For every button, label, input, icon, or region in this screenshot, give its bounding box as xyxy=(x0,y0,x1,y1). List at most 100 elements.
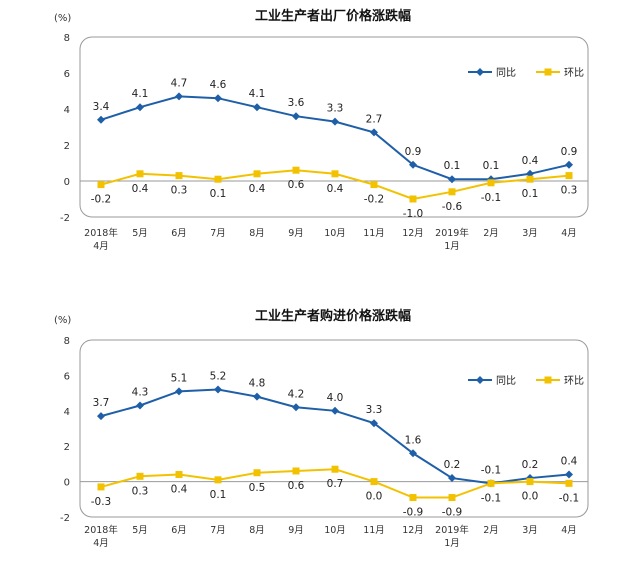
data-label: 4.7 xyxy=(171,77,188,89)
x-tick-label-line2: 1月 xyxy=(444,241,460,252)
data-label: 0.7 xyxy=(327,478,344,490)
y-tick-label: 2 xyxy=(64,442,70,453)
data-label: 0.9 xyxy=(405,146,422,158)
chart-title: 工业生产者购进价格涨跌幅 xyxy=(255,308,411,324)
data-point-diamond xyxy=(97,412,105,421)
data-label: 5.2 xyxy=(210,371,227,383)
data-point-square xyxy=(331,170,339,178)
data-point-square xyxy=(370,478,378,486)
data-point-diamond xyxy=(175,387,183,396)
x-tick-label: 2019年 xyxy=(435,227,469,239)
data-label: 1.6 xyxy=(405,434,422,446)
data-label: 3.6 xyxy=(288,97,305,109)
data-label: 5.1 xyxy=(171,372,188,384)
data-label: 4.1 xyxy=(132,88,149,100)
legend-marker xyxy=(476,68,484,76)
legend-label: 同比 xyxy=(496,67,516,79)
data-label: 0.2 xyxy=(522,459,539,471)
data-point-diamond xyxy=(448,474,456,483)
x-tick-label: 2月 xyxy=(483,525,499,536)
data-point-diamond xyxy=(136,401,144,410)
data-label: 0.1 xyxy=(483,160,500,172)
y-unit-label: (%) xyxy=(54,13,71,24)
x-tick-label: 4月 xyxy=(561,228,577,239)
data-point-square xyxy=(370,181,378,189)
data-point-diamond xyxy=(370,419,378,428)
legend-marker xyxy=(544,68,552,76)
data-label: 0.4 xyxy=(522,155,539,167)
data-label: 3.3 xyxy=(327,103,344,115)
x-tick-label-line2: 4月 xyxy=(93,241,109,252)
x-tick-label: 10月 xyxy=(324,525,346,536)
data-label: -0.1 xyxy=(481,192,502,204)
data-point-square xyxy=(526,478,534,486)
data-label: 0.6 xyxy=(288,480,305,492)
data-label: 0.4 xyxy=(327,183,344,195)
data-point-square xyxy=(175,471,183,479)
y-tick-label: 4 xyxy=(64,407,70,418)
x-tick-label: 3月 xyxy=(522,228,538,239)
data-label: 0.0 xyxy=(522,491,539,503)
y-tick-label: 6 xyxy=(64,69,70,80)
data-label: 0.6 xyxy=(288,179,305,191)
legend-label: 环比 xyxy=(564,375,584,387)
data-point-square xyxy=(292,467,300,475)
data-label: 0.2 xyxy=(444,459,461,471)
x-tick-label-line2: 4月 xyxy=(93,538,109,549)
x-tick-label: 5月 xyxy=(132,525,148,536)
y-tick-label: -2 xyxy=(60,513,70,524)
data-point-square xyxy=(565,479,573,487)
chart-1: 工业生产者出厂价格涨跌幅 (%) -2 0 2 4 6 8 2018年 4月 5月 6月 7月 8月 9月 1… xyxy=(54,8,589,252)
data-label: 0.1 xyxy=(210,188,227,200)
data-label: 0.4 xyxy=(249,183,266,195)
data-label: -0.1 xyxy=(559,492,580,504)
x-tick-label: 3月 xyxy=(522,525,538,536)
data-label: -0.9 xyxy=(403,507,424,519)
data-label: 0.5 xyxy=(249,482,266,494)
data-point-square xyxy=(331,465,339,473)
x-tick-label: 4月 xyxy=(561,525,577,536)
data-label: 4.8 xyxy=(249,378,266,390)
data-point-square xyxy=(214,175,222,183)
y-tick-label: 2 xyxy=(64,141,70,152)
data-point-square xyxy=(97,181,105,189)
data-label: 4.1 xyxy=(249,88,266,100)
data-label: 4.2 xyxy=(288,388,305,400)
data-point-diamond xyxy=(175,92,183,101)
data-label: 0.4 xyxy=(561,456,578,468)
data-label: 4.3 xyxy=(132,386,149,398)
data-point-diamond xyxy=(97,115,105,124)
data-point-diamond xyxy=(370,128,378,137)
data-point-diamond xyxy=(565,160,573,169)
y-unit-label: (%) xyxy=(54,315,71,326)
data-point-square xyxy=(253,170,261,178)
data-point-square xyxy=(409,195,417,203)
y-tick-label: 6 xyxy=(64,371,70,382)
y-tick-label: 8 xyxy=(64,336,70,347)
chart-2: 工业生产者购进价格涨跌幅 (%) -2 0 2 4 6 8 2018年 4月 5月 6月 7月 8月 9月 1… xyxy=(54,308,589,549)
data-point-square xyxy=(136,170,144,178)
data-label: 0.9 xyxy=(561,146,578,158)
data-point-diamond xyxy=(253,103,261,112)
plot-frame xyxy=(79,36,589,218)
data-point-diamond xyxy=(409,449,417,458)
data-point-square xyxy=(526,175,534,183)
x-tick-label: 9月 xyxy=(288,228,304,239)
x-tick-label: 6月 xyxy=(171,525,187,536)
x-tick-label: 2018年 xyxy=(84,227,118,239)
data-point-square xyxy=(487,479,495,487)
data-point-square xyxy=(448,494,456,502)
data-label: 2.7 xyxy=(366,113,383,125)
data-point-square xyxy=(292,166,300,174)
y-tick-label: 8 xyxy=(64,33,70,44)
data-point-diamond xyxy=(409,160,417,169)
data-point-diamond xyxy=(136,103,144,112)
legend-label: 同比 xyxy=(496,375,516,387)
chart-title: 工业生产者出厂价格涨跌幅 xyxy=(255,8,411,24)
data-label: 3.3 xyxy=(366,404,383,416)
x-tick-label: 11月 xyxy=(363,525,385,536)
data-label: -0.1 xyxy=(481,464,502,476)
x-tick-label: 12月 xyxy=(402,228,424,239)
x-tick-label: 12月 xyxy=(402,525,424,536)
